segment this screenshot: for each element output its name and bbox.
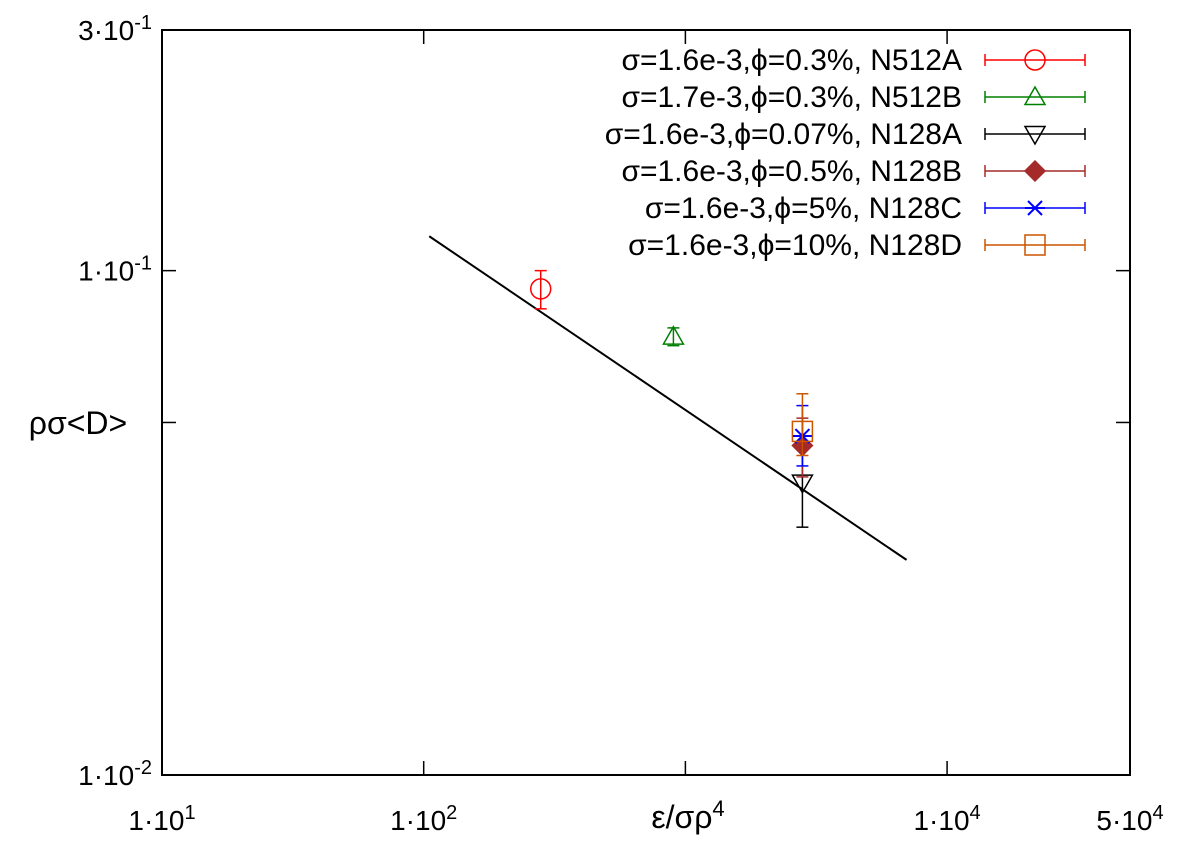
x-tick-label-base: 1·10 (128, 805, 184, 836)
legend-label: σ=1.6e-3,ϕ=0.5%, N128B (621, 155, 962, 188)
legend: σ=1.6e-3,ϕ=0.3%, N512A σ=1.7e-3,ϕ=0.3%, N… (605, 44, 1086, 262)
series-2 (662, 325, 685, 347)
x-tick-label-base: 1·10 (390, 805, 446, 836)
y-tick-label-base: 1·10 (78, 760, 134, 791)
x-tick-label-base: 1·10 (913, 805, 969, 836)
marker-circle (529, 278, 552, 300)
marker-asterisk-d2 (1027, 200, 1043, 216)
marker-triangle-up (1023, 85, 1047, 106)
x-axis-title-main: ε/σρ (651, 799, 712, 835)
x-tick-label-exp: 1 (184, 802, 195, 824)
marker-square (791, 420, 814, 443)
y-tick-label-exp: -1 (134, 253, 152, 275)
legend-label: σ=1.6e-3,ϕ=5%, N128C (645, 192, 962, 225)
series-1 (529, 269, 552, 310)
x-tick-label: 1·102 (390, 802, 457, 836)
x-axis-title: ε/σρ4 (651, 796, 724, 836)
points-layer (529, 269, 814, 528)
y-tick-label: 1·10-1 (78, 253, 152, 287)
marker-square (1024, 234, 1046, 256)
x-tick-label-exp: 2 (446, 802, 457, 824)
legend-label: σ=1.6e-3,ϕ=0.3%, N512A (621, 44, 962, 77)
axis-ticks (161, 29, 1131, 776)
fit-line (428, 235, 908, 561)
plot-frame (161, 29, 1131, 776)
legend-label: σ=1.6e-3,ϕ=0.07%, N128A (605, 118, 962, 151)
legend-label: σ=1.7e-3,ϕ=0.3%, N512B (621, 81, 962, 114)
x-tick-label-exp: 4 (1152, 802, 1163, 824)
x-tick-label-base: 5·10 (1096, 805, 1152, 836)
x-tick-label: 1·101 (128, 802, 195, 836)
y-tick-label: 3·10-1 (78, 12, 152, 46)
y-tick-label-exp: -2 (134, 757, 152, 779)
x-tick-label: 1·104 (913, 802, 980, 836)
y-tick-label: 1·10-2 (78, 757, 152, 791)
y-axis-title: ρσ<D> (29, 405, 127, 441)
marker-diamond (1023, 159, 1047, 183)
y-tick-label-exp: -1 (134, 12, 152, 34)
y-tick-label-base: 1·10 (78, 256, 134, 287)
legend-label: σ=1.6e-3,ϕ=10%, N128D (628, 229, 962, 262)
x-axis-title-sup: 4 (712, 796, 724, 821)
x-tick-label: 5·104 (1096, 802, 1163, 836)
y-tick-label-base: 3·10 (78, 15, 134, 46)
fit-layer (428, 235, 908, 561)
marker-triangle-up (662, 325, 685, 345)
marker-circle (1024, 49, 1046, 71)
series-6 (791, 393, 814, 457)
x-tick-label-exp: 4 (970, 802, 981, 824)
marker-triangle-down (1023, 125, 1047, 146)
